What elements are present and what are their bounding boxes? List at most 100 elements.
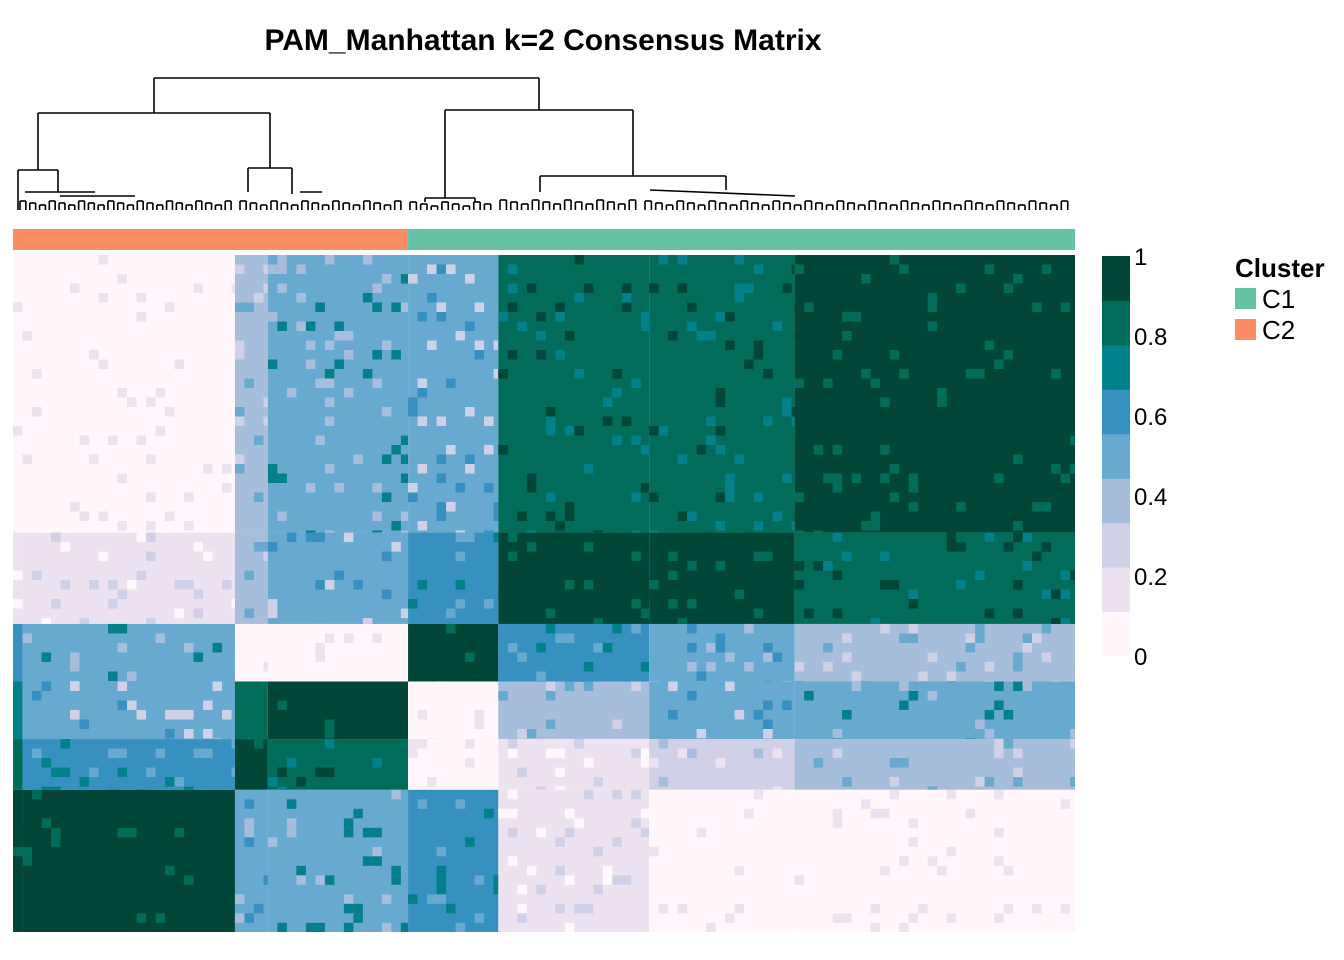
heatmap-cell <box>1041 264 1052 274</box>
heatmap-cell <box>880 369 890 379</box>
heatmap-cell <box>555 767 565 778</box>
heatmap-cell <box>193 445 204 455</box>
heatmap-cell <box>1041 652 1052 662</box>
heatmap-cell <box>381 551 392 562</box>
heatmap-cell <box>918 407 928 417</box>
heatmap-cell <box>687 321 697 331</box>
heatmap-cell <box>408 397 418 407</box>
heatmap-cell <box>823 913 833 923</box>
heatmap-cell <box>117 700 128 711</box>
heatmap-cell <box>946 680 957 682</box>
heatmap-cell <box>372 283 382 293</box>
heatmap-cell <box>965 369 976 379</box>
heatmap-cell <box>324 729 335 739</box>
heatmap-cell <box>277 473 287 483</box>
heatmap-cell <box>507 302 518 312</box>
heatmap-cell <box>507 789 518 800</box>
heatmap-cell <box>60 388 71 398</box>
heatmap-cell <box>975 633 985 643</box>
heatmap-cell <box>763 551 773 562</box>
heatmap-cell <box>400 473 409 483</box>
heatmap-cell <box>13 799 23 809</box>
heatmap-cell <box>155 388 166 398</box>
heatmap-cell <box>937 818 947 828</box>
heatmap-cell <box>536 331 546 341</box>
heatmap-cell <box>763 652 773 662</box>
heatmap-cell <box>899 700 909 711</box>
heatmap-cell <box>98 407 109 417</box>
heatmap-cell <box>267 473 278 483</box>
heatmap-cell <box>861 521 871 531</box>
heatmap-cell <box>60 407 71 417</box>
heatmap-cell <box>880 551 890 562</box>
heatmap-cell <box>937 388 947 398</box>
heatmap-cell <box>244 837 254 847</box>
heatmap-cell <box>174 710 185 720</box>
heatmap-cell <box>507 350 518 360</box>
heatmap-cell <box>507 748 518 759</box>
heatmap-cell <box>343 922 354 932</box>
heatmap-cell <box>277 511 287 521</box>
heatmap-cell <box>315 652 325 662</box>
heatmap-cell <box>536 642 546 653</box>
heatmap-cell <box>408 894 418 904</box>
heatmap-cell <box>734 255 745 265</box>
heatmap-cell <box>946 542 957 552</box>
heatmap-cell <box>465 758 475 768</box>
heatmap-cell <box>880 445 890 455</box>
heatmap-cell <box>507 856 518 866</box>
heatmap-cell <box>1032 502 1042 512</box>
heatmap-block <box>22 255 235 533</box>
heatmap-cell <box>22 827 33 838</box>
heatmap-cell <box>41 818 52 828</box>
heatmap-cell <box>668 710 678 720</box>
heatmap-cell <box>305 483 316 493</box>
heatmap-cell <box>305 530 316 533</box>
heatmap-cell <box>677 454 688 464</box>
heatmap-cell <box>1070 777 1075 787</box>
heatmap-cell <box>315 922 325 932</box>
heatmap-cell <box>1070 837 1075 847</box>
heatmap-cell <box>315 532 325 543</box>
heatmap-cell <box>861 369 871 379</box>
heatmap-cell <box>174 777 185 787</box>
heatmap-cell <box>763 875 773 885</box>
heatmap-cell <box>734 903 745 914</box>
heatmap-cell <box>1041 407 1052 417</box>
heatmap-cell <box>127 580 137 590</box>
heatmap-cell <box>417 416 428 426</box>
heatmap-cell <box>400 530 409 533</box>
heatmap-cell <box>136 532 147 543</box>
heatmap-cell <box>956 502 966 512</box>
heatmap-cell <box>555 312 565 322</box>
colorbar-tick-label: 1 <box>1134 244 1147 271</box>
heatmap-cell <box>612 837 622 847</box>
heatmap-cell <box>1070 680 1075 682</box>
heatmap-cell <box>734 561 745 571</box>
heatmap-cell <box>753 710 764 720</box>
heatmap-cell <box>1013 350 1023 360</box>
heatmap-cell <box>994 827 1004 838</box>
heatmap-cell <box>277 786 287 790</box>
heatmap-cell <box>305 340 316 350</box>
heatmap-cell <box>1070 739 1075 749</box>
heatmap-cell <box>381 589 392 600</box>
heatmap-cell <box>677 748 688 759</box>
heatmap-cell <box>725 681 735 692</box>
heatmap-cell <box>231 739 235 749</box>
heatmap-cell <box>994 738 1004 740</box>
heatmap-cell <box>946 913 957 923</box>
heatmap-cell <box>908 599 919 609</box>
heatmap-cell <box>889 758 900 768</box>
heatmap-cell <box>621 283 632 293</box>
heatmap-cell <box>117 473 128 483</box>
heatmap-cell <box>22 331 33 341</box>
heatmap-cell <box>813 445 824 455</box>
heatmap-cell <box>13 846 23 857</box>
heatmap-cell <box>277 700 287 711</box>
heatmap-cell <box>436 786 447 790</box>
heatmap-cell <box>362 856 373 866</box>
heatmap-cell <box>436 875 447 885</box>
heatmap-cell <box>305 532 316 543</box>
heatmap-cell <box>22 407 33 417</box>
